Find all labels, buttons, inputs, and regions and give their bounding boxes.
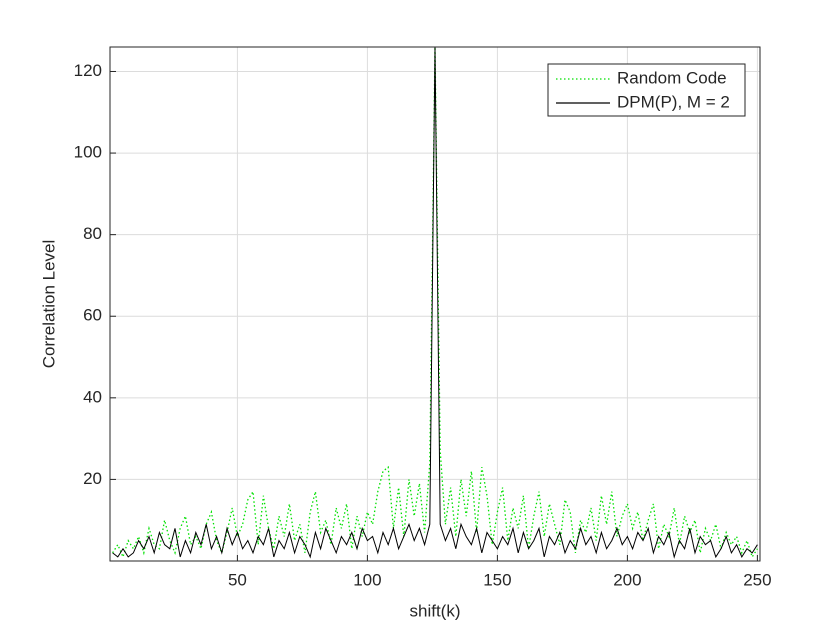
y-axis-label: Correlation Level bbox=[39, 240, 58, 369]
x-tick-label: 50 bbox=[228, 570, 247, 589]
ticks: 50 100 150 200 250 20 40 60 80 100 120 bbox=[74, 61, 772, 590]
legend-label: DPM(P), M = 2 bbox=[617, 92, 730, 111]
axes-box bbox=[109, 46, 761, 562]
legend-box bbox=[547, 63, 746, 117]
y-tick-label: 60 bbox=[83, 306, 102, 325]
y-tick-label: 120 bbox=[74, 61, 102, 80]
x-tick-label: 100 bbox=[353, 570, 381, 589]
y-tick-label: 80 bbox=[83, 224, 102, 243]
x-tick-label: 200 bbox=[613, 570, 641, 589]
x-tick-label: 150 bbox=[483, 570, 511, 589]
legend: Random Code DPM(P), M = 2 bbox=[547, 63, 746, 117]
y-tick-label: 20 bbox=[83, 469, 102, 488]
y-tick-label: 40 bbox=[83, 387, 102, 406]
x-axis-label: shift(k) bbox=[410, 601, 461, 620]
y-tick-label: 100 bbox=[74, 143, 102, 162]
plot-area bbox=[110, 47, 760, 561]
legend-label: Random Code bbox=[617, 68, 727, 87]
x-tick-label: 250 bbox=[743, 570, 771, 589]
